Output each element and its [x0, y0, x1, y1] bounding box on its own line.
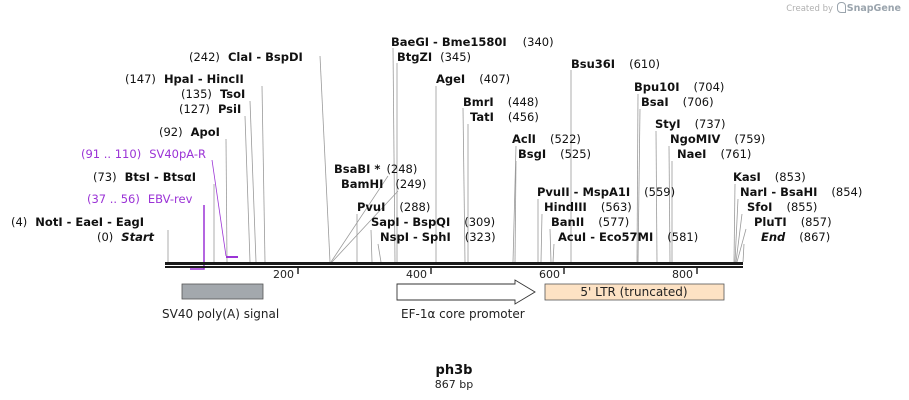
plasmid-length: 867 bp [435, 378, 473, 391]
feature-label-ef1a-promoter: EF-1α core promoter [401, 307, 525, 321]
features: SV40 poly(A) signal EF-1α core promoter … [162, 279, 725, 321]
site-label: (242) ClaI - BspDI [189, 50, 303, 64]
site-label: BmrI (448) [463, 95, 539, 109]
site-label: (135) TsoI [181, 87, 245, 101]
site-label: AcuI - Eco57MI (581) [558, 230, 698, 244]
site-label: BtgZI (345) [397, 50, 471, 64]
site-label: KasI (853) [733, 170, 806, 184]
feature-5ltr-bar [544, 283, 725, 301]
primer-label-sv40pa-r: (91 .. 110) SV40pA-R [81, 147, 206, 161]
ruler-tick-label: 200 [273, 268, 294, 281]
site-label: BsgI (525) [518, 147, 591, 161]
site-label: (73) BtsI - BtsαI [93, 170, 196, 184]
site-label: NspI - SphI (323) [380, 230, 496, 244]
site-label: AclI (522) [512, 132, 581, 146]
feature-sv40-polya-bar [181, 283, 264, 300]
site-label: TatI (456) [470, 110, 539, 124]
site-leader-lines [167, 47, 747, 263]
site-label: BsaBI * (248) [334, 162, 417, 176]
site-label: BamHI (249) [341, 177, 426, 191]
ruler-tick-label: 600 [539, 268, 560, 281]
ruler: 200 400 600 800 [273, 268, 698, 281]
site-label: SapI - BspQI (309) [371, 215, 495, 229]
site-label: PluTI (857) [754, 215, 832, 229]
site-label: (92) ApoI [159, 125, 220, 139]
primer-leader [211, 159, 227, 257]
feature-label-sv40-polya: SV40 poly(A) signal [162, 307, 279, 321]
site-label: PvuII - MspA1I (559) [537, 185, 675, 199]
site-label: NgoMIV (759) [670, 132, 765, 146]
site-label: (127) PsiI [179, 102, 241, 116]
top-strand [165, 262, 743, 265]
site-label: BaeGI - Bme1580I (340) [391, 35, 554, 49]
site-label: BsaI (706) [641, 95, 714, 109]
plasmid-name: ph3b [436, 363, 473, 378]
primer-label-ebv-rev: (37 .. 56) EBV-rev [87, 192, 193, 206]
site-label: (0) Start [97, 230, 155, 244]
site-label: HindIII (563) [544, 200, 632, 214]
site-label: (4) NotI - EaeI - EagI [11, 215, 144, 229]
site-label: NaeI (761) [677, 147, 751, 161]
primers: (91 .. 110) SV40pA-R (37 .. 56) EBV-rev [81, 147, 238, 270]
feature-label-5ltr: 5' LTR (truncated) [580, 285, 687, 299]
site-label: End (867) [761, 230, 830, 244]
site-label: BanII (577) [551, 215, 629, 229]
bottom-strand [165, 266, 743, 268]
site-label: StyI (737) [655, 117, 726, 131]
snapgene-credit: Created by SnapGene [786, 2, 901, 14]
site-label: SfoI (855) [747, 200, 817, 214]
site-label: NarI - BsaHI (854) [740, 185, 862, 199]
site-label: (147) HpaI - HincII [125, 72, 244, 86]
ruler-tick-label: 800 [672, 268, 693, 281]
site-label: PvuI (288) [357, 200, 430, 214]
site-label: Bsu36I (610) [571, 57, 660, 71]
site-label: Bpu10I (704) [634, 80, 724, 94]
ruler-tick-label: 400 [406, 268, 427, 281]
feature-ef1a-promoter-arrow [396, 279, 536, 305]
credit-prefix: Created by [786, 4, 834, 14]
primer-arrow-ebv-rev [190, 205, 205, 270]
site-label: AgeI (407) [436, 72, 510, 86]
dna-backbone [165, 262, 743, 268]
restriction-sites: (242) ClaI - BspDI (147) HpaI - HincII (135) Ts… [11, 35, 862, 244]
snapgene-logo-icon [836, 2, 846, 13]
credit-brand: SnapGene [846, 3, 901, 14]
